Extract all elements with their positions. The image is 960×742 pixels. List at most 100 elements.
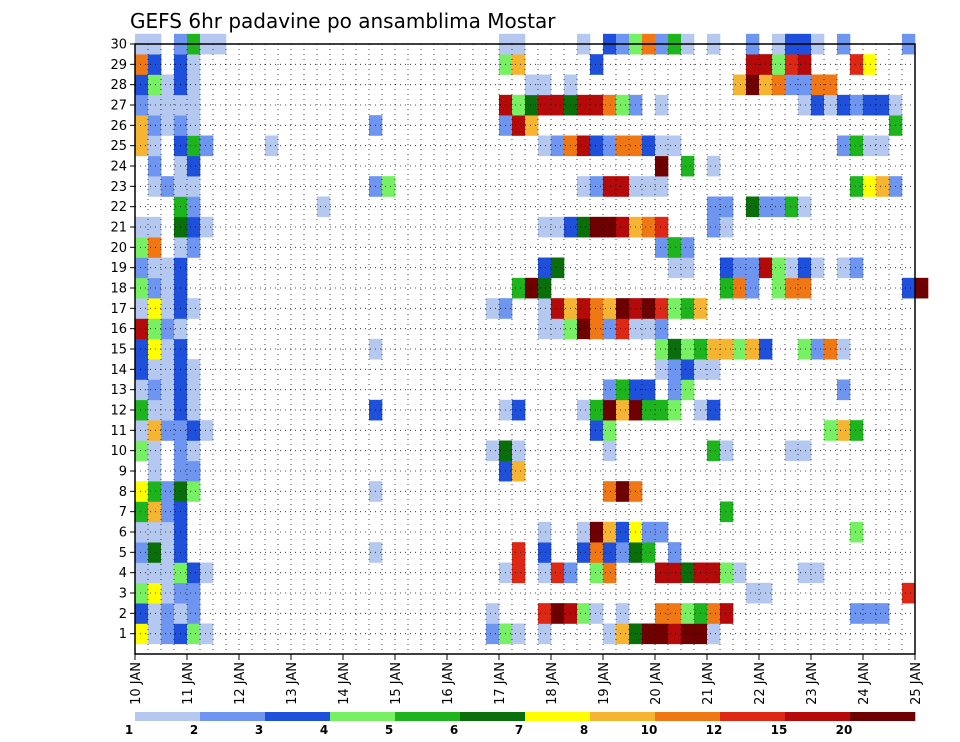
x-tick-label: 21 JAN <box>701 662 716 705</box>
x-tick-label: 20 JAN <box>649 662 664 705</box>
y-tick-label: 19 <box>110 261 127 276</box>
heatmap-cell <box>161 542 175 563</box>
heatmap-cell <box>148 155 162 177</box>
heatmap-cell <box>707 338 721 360</box>
y-tick-label: 8 <box>119 485 127 500</box>
x-tick-label: 17 JAN <box>493 662 508 705</box>
heatmap-cell <box>902 582 916 604</box>
heatmap-cell <box>525 115 539 136</box>
heatmap-cell <box>811 94 825 116</box>
heatmap-cell <box>148 54 162 75</box>
heatmap-cell <box>720 603 734 624</box>
heatmap-cell <box>720 196 734 218</box>
heatmap-cell <box>525 74 539 96</box>
heatmap-cell <box>642 623 656 645</box>
heatmap-cell <box>187 176 201 197</box>
heatmap-cell <box>187 440 201 462</box>
heatmap-cell <box>161 94 175 116</box>
y-tick-label: 12 <box>110 404 127 419</box>
colorbar-label: 8 <box>580 723 588 737</box>
heatmap-cell <box>148 481 162 502</box>
heatmap-cell <box>512 542 526 563</box>
heatmap-cell <box>668 298 682 319</box>
heatmap-cell <box>681 237 695 258</box>
heatmap-cell <box>616 481 630 502</box>
heatmap-cell <box>603 176 617 197</box>
heatmap-cell <box>850 521 864 543</box>
heatmap-cell <box>668 603 682 624</box>
heatmap-cell <box>642 399 656 421</box>
heatmap-cell <box>187 420 201 441</box>
heatmap-cell <box>382 176 396 197</box>
heatmap-cell <box>707 623 721 645</box>
heatmap-cell <box>590 135 604 157</box>
colorbar-swatch <box>265 712 331 721</box>
heatmap-cell <box>655 338 669 360</box>
heatmap-cell <box>616 542 630 563</box>
heatmap-cell <box>135 521 149 543</box>
heatmap-cell <box>317 196 331 218</box>
heatmap-cell <box>772 196 786 218</box>
heatmap-cell <box>811 74 825 96</box>
y-tick-label: 14 <box>110 363 127 378</box>
heatmap-cell <box>148 501 162 523</box>
heatmap-cell <box>863 54 877 75</box>
heatmap-cell <box>798 277 812 299</box>
y-tick-label: 29 <box>110 58 127 73</box>
colorbar-label: 4 <box>320 723 328 737</box>
heatmap-cell <box>668 237 682 258</box>
heatmap-cell <box>577 399 591 421</box>
heatmap-cell <box>642 176 656 197</box>
heatmap-cell <box>512 94 526 116</box>
heatmap-cell <box>512 54 526 75</box>
heatmap-cell <box>772 257 786 279</box>
colorbar-swatch <box>330 712 396 721</box>
x-tick-label: 18 JAN <box>545 662 560 705</box>
y-tick-label: 30 <box>110 38 127 53</box>
heatmap-cell <box>850 54 864 75</box>
x-tick-label: 10 JAN <box>129 662 144 705</box>
heatmap-cell <box>148 135 162 157</box>
heatmap-cell <box>681 623 695 645</box>
heatmap-cell <box>655 216 669 238</box>
heatmap-cell <box>603 216 617 238</box>
heatmap-cell <box>850 176 864 197</box>
heatmap-cell <box>161 277 175 299</box>
heatmap-cell <box>668 623 682 645</box>
heatmap-cell <box>512 623 526 645</box>
heatmap-cell <box>161 521 175 543</box>
colorbar-label: 12 <box>706 723 723 737</box>
heatmap-cell <box>187 298 201 319</box>
x-tick-label: 12 JAN <box>233 662 248 705</box>
heatmap-cell <box>655 521 669 543</box>
heatmap-cell <box>200 420 214 441</box>
heatmap-cell <box>148 338 162 360</box>
heatmap-cell <box>720 440 734 462</box>
x-tick-label: 23 JAN <box>805 662 820 705</box>
x-tick-label: 25 JAN <box>909 662 924 705</box>
heatmap-cell <box>642 216 656 238</box>
heatmap-cell <box>538 318 552 340</box>
heatmap-cell <box>798 94 812 116</box>
heatmap-cell <box>746 277 760 299</box>
heatmap-cell <box>681 298 695 319</box>
grid-lines <box>135 43 915 654</box>
heatmap-cell <box>577 94 591 116</box>
heatmap-cell <box>616 521 630 543</box>
heatmap-cell <box>148 94 162 116</box>
heatmap-cell <box>200 216 214 238</box>
heatmap-cell <box>798 196 812 218</box>
heatmap-cell <box>642 318 656 340</box>
heatmap-cell <box>720 277 734 299</box>
heatmap-cell <box>785 196 799 218</box>
x-axis-ticks: 10 JAN 11 JAN 12 JAN 13 JAN 14 JAN 15 JAN 16 J… <box>129 654 924 705</box>
heatmap-cell <box>135 420 149 441</box>
colorbar-label: 10 <box>641 723 658 737</box>
x-tick-label: 22 JAN <box>753 662 768 705</box>
heatmap-cell <box>863 94 877 116</box>
heatmap-cell <box>512 399 526 421</box>
y-tick-label: 10 <box>110 444 127 459</box>
heatmap-cell <box>655 359 669 380</box>
heatmap-cell <box>148 359 162 380</box>
y-tick-label: 11 <box>110 424 127 439</box>
